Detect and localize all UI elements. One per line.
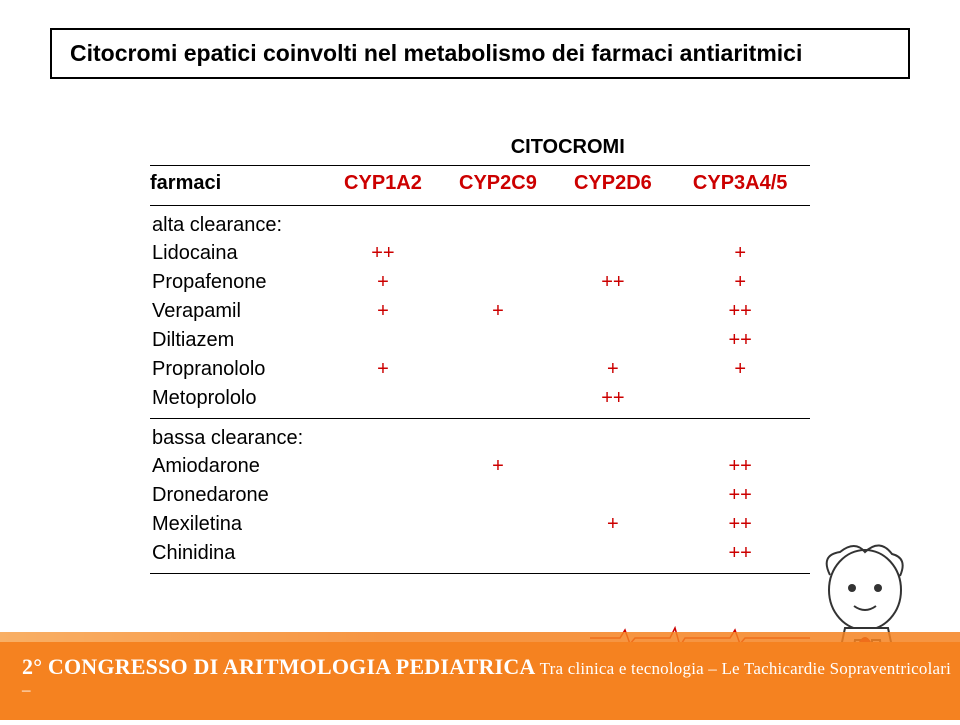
table-row: Chinidina ++	[150, 539, 810, 574]
drug-name-cell: Dronedarone	[150, 481, 325, 510]
value-cell: +	[555, 510, 670, 539]
citocromi-table: CITOCROMI farmaci CYP1A2 CYP2C9 CYP2D6 C…	[150, 130, 810, 574]
col-cyp3a4-5: CYP3A4/5	[670, 166, 810, 206]
section-label: alta clearance:	[150, 206, 810, 240]
table-superheader: CITOCROMI	[325, 130, 810, 166]
table-body: alta clearance:Lidocaina+++Propafenone++…	[150, 206, 810, 574]
col-cyp1a2: CYP1A2	[325, 166, 440, 206]
drug-name-cell: Chinidina	[150, 539, 325, 574]
value-cell: +	[325, 355, 440, 384]
table-row: Verapamil++++	[150, 297, 810, 326]
value-cell: ++	[670, 297, 810, 326]
row-label-header: farmaci	[150, 166, 325, 206]
value-cell	[555, 481, 670, 510]
drug-name-cell: Metoprololo	[150, 384, 325, 419]
drug-name-cell: Lidocaina	[150, 239, 325, 268]
value-cell	[555, 539, 670, 574]
value-cell	[670, 384, 810, 419]
drug-name-cell: Propranololo	[150, 355, 325, 384]
table-row: Diltiazem ++	[150, 326, 810, 355]
drug-name-cell: Mexiletina	[150, 510, 325, 539]
value-cell: +	[325, 268, 440, 297]
value-cell: +	[555, 355, 670, 384]
value-cell	[555, 239, 670, 268]
table-row: Dronedarone ++	[150, 481, 810, 510]
value-cell	[440, 239, 555, 268]
drug-name-cell: Amiodarone	[150, 452, 325, 481]
table-header-row: farmaci CYP1A2 CYP2C9 CYP2D6 CYP3A4/5	[150, 166, 810, 206]
value-cell	[325, 384, 440, 419]
value-cell: ++	[670, 326, 810, 355]
section-label: bassa clearance:	[150, 419, 810, 453]
value-cell	[325, 539, 440, 574]
value-cell	[440, 510, 555, 539]
citocromi-table-wrap: CITOCROMI farmaci CYP1A2 CYP2C9 CYP2D6 C…	[150, 130, 810, 574]
value-cell	[555, 297, 670, 326]
col-cyp2c9: CYP2C9	[440, 166, 555, 206]
value-cell: ++	[325, 239, 440, 268]
value-cell: +	[670, 355, 810, 384]
value-cell: ++	[670, 510, 810, 539]
drug-name-cell: Diltiazem	[150, 326, 325, 355]
value-cell: +	[670, 239, 810, 268]
value-cell: ++	[670, 481, 810, 510]
footer-congress-title: 2° CONGRESSO DI ARITMOLOGIA PEDIATRICA	[22, 654, 536, 679]
value-cell	[325, 481, 440, 510]
drug-name-cell: Verapamil	[150, 297, 325, 326]
value-cell	[325, 452, 440, 481]
table-row: Lidocaina+++	[150, 239, 810, 268]
value-cell	[325, 326, 440, 355]
table-row: Propafenone++++	[150, 268, 810, 297]
col-cyp2d6: CYP2D6	[555, 166, 670, 206]
value-cell	[440, 268, 555, 297]
value-cell: +	[325, 297, 440, 326]
value-cell: +	[440, 452, 555, 481]
value-cell	[325, 510, 440, 539]
value-cell	[440, 355, 555, 384]
value-cell: ++	[555, 384, 670, 419]
table-row: Amiodarone+++	[150, 452, 810, 481]
table-row: Metoprololo ++	[150, 384, 810, 419]
footer-bar: 2° CONGRESSO DI ARITMOLOGIA PEDIATRICA T…	[0, 642, 960, 720]
section-header-row: bassa clearance:	[150, 419, 810, 453]
value-cell: ++	[670, 452, 810, 481]
value-cell	[555, 326, 670, 355]
value-cell	[440, 326, 555, 355]
section-header-row: alta clearance:	[150, 206, 810, 240]
value-cell	[440, 539, 555, 574]
value-cell: ++	[670, 539, 810, 574]
value-cell	[440, 384, 555, 419]
page-title: Citocromi epatici coinvolti nel metaboli…	[70, 40, 802, 66]
table-row: Mexiletina +++	[150, 510, 810, 539]
value-cell: +	[670, 268, 810, 297]
value-cell: +	[440, 297, 555, 326]
value-cell	[440, 481, 555, 510]
value-cell: ++	[555, 268, 670, 297]
drug-name-cell: Propafenone	[150, 268, 325, 297]
table-row: Propranololo+++	[150, 355, 810, 384]
value-cell	[555, 452, 670, 481]
footer-text: 2° CONGRESSO DI ARITMOLOGIA PEDIATRICA T…	[22, 654, 960, 700]
title-box: Citocromi epatici coinvolti nel metaboli…	[50, 28, 910, 79]
